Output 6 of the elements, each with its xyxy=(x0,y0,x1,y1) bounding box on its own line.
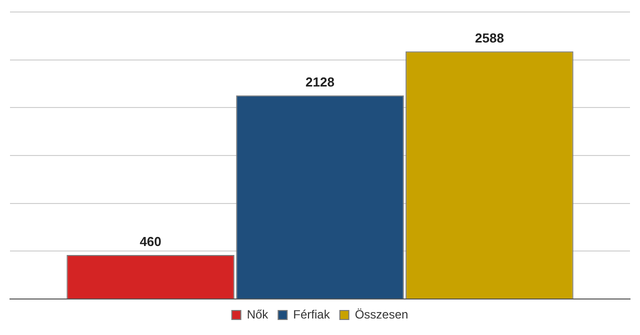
legend-label: Férfiak xyxy=(293,307,331,322)
legend-label: Összesen xyxy=(354,307,408,322)
legend-label: Nők xyxy=(246,307,270,322)
data-label: 460 xyxy=(140,234,162,250)
data-label: 2128 xyxy=(306,74,334,90)
data-label: 2588 xyxy=(475,30,504,46)
